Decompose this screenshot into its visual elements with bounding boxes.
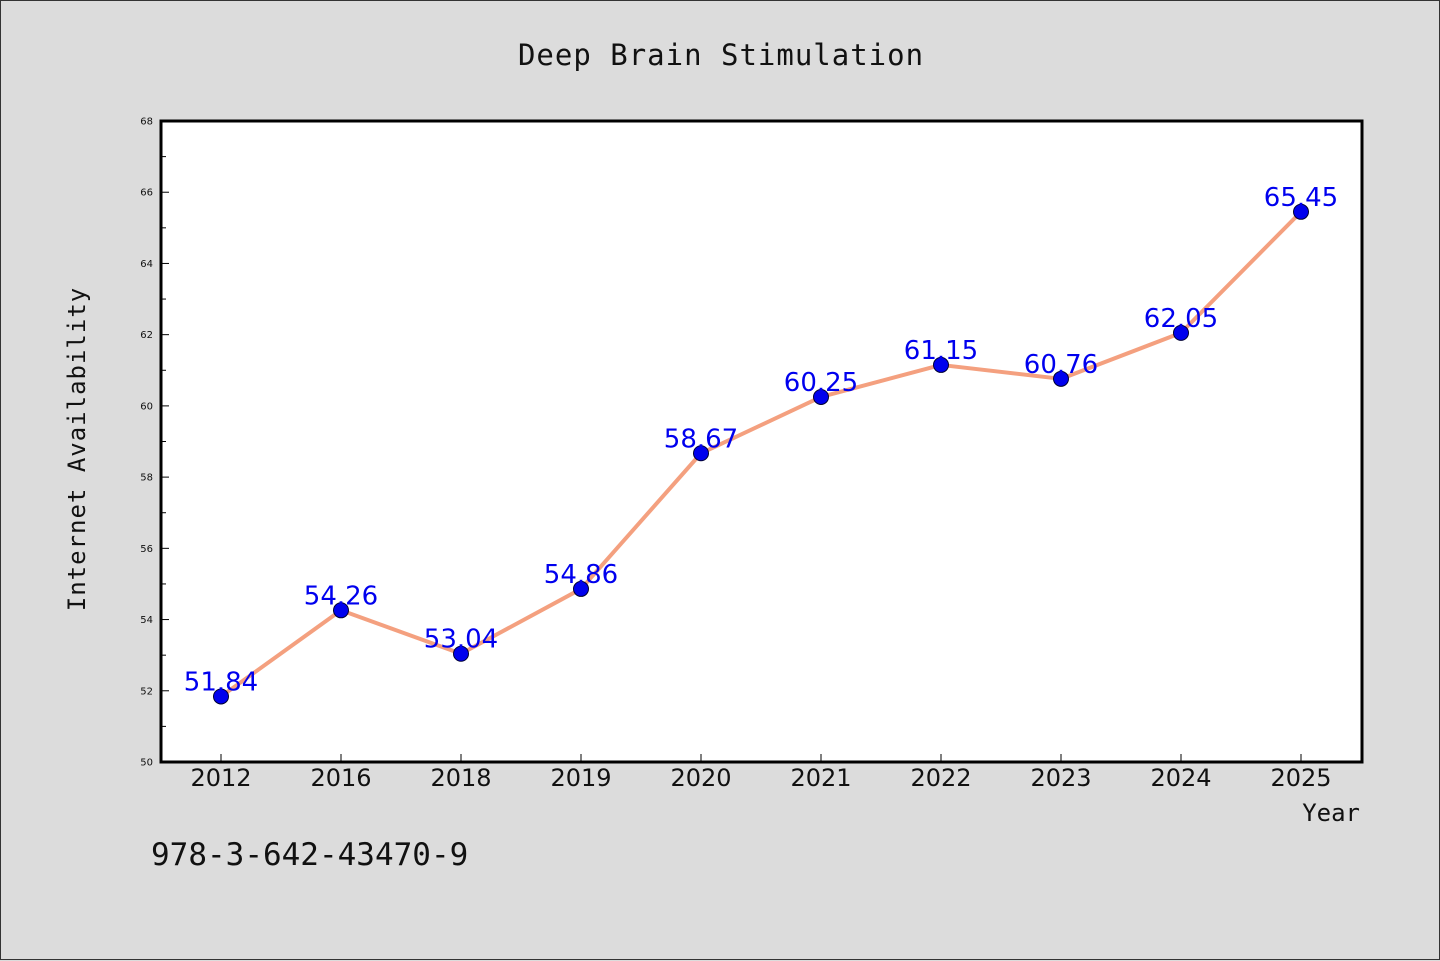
data-point (213, 688, 229, 705)
y-tick-label: 56 (140, 544, 153, 555)
y-tick-label: 64 (140, 259, 153, 270)
data-label: 65.45 (1264, 183, 1338, 213)
series-layer: 51.84 54.26 53.04 54.86 58.67 60.25 61.15 60.76… (184, 183, 1338, 705)
data-point (1053, 370, 1069, 387)
data-point (813, 388, 829, 405)
data-point (573, 580, 589, 597)
chart-title: Deep Brain Stimulation (518, 38, 924, 72)
y-tick-label: 52 (140, 686, 153, 697)
x-axis: 2012 2016 2018 2019 2020 2021 2022 2023 2024 2025 (190, 754, 1332, 792)
data-label: 53.04 (424, 625, 498, 655)
data-label: 51.84 (184, 667, 258, 697)
data-label: 62.05 (1144, 304, 1218, 334)
data-label: 60.25 (784, 368, 858, 398)
data-label: 54.86 (544, 560, 618, 590)
data-point (693, 445, 709, 462)
x-tick-label: 2024 (1150, 764, 1211, 792)
data-point (1293, 203, 1309, 220)
series-line (219, 210, 1303, 699)
y-tick-label: 54 (140, 615, 153, 626)
x-tick-label: 2016 (310, 764, 371, 792)
x-tick-label: 2020 (670, 764, 731, 792)
x-tick-label: 2018 (430, 764, 491, 792)
data-point (933, 356, 949, 373)
x-tick-label: 2019 (550, 764, 611, 792)
y-tick-label: 60 (140, 401, 153, 412)
y-axis: 50 52 54 56 58 60 62 64 66 68 (140, 117, 169, 769)
x-tick-label: 2025 (1270, 764, 1331, 792)
x-tick-label: 2022 (910, 764, 971, 792)
x-tick-label: 2012 (190, 764, 251, 792)
y-tick-label: 66 (140, 188, 153, 199)
data-label: 58.67 (664, 424, 738, 454)
data-label: 54.26 (304, 581, 378, 611)
data-point (1173, 324, 1189, 341)
data-label: 61.15 (904, 336, 978, 366)
y-tick-label: 58 (140, 473, 153, 484)
x-axis-label: Year (1302, 799, 1360, 827)
data-point (333, 602, 349, 619)
x-tick-label: 2021 (790, 764, 851, 792)
y-tick-label: 62 (140, 330, 153, 341)
data-label: 60.76 (1024, 350, 1098, 380)
isbn-text: 978-3-642-43470-9 (151, 837, 468, 873)
x-tick-label: 2023 (1030, 764, 1091, 792)
y-tick-label: 68 (140, 117, 153, 128)
plot-area (159, 119, 1364, 764)
data-point (453, 645, 469, 662)
y-axis-label: Internet Availability (63, 287, 91, 611)
y-tick-label: 50 (140, 758, 153, 769)
